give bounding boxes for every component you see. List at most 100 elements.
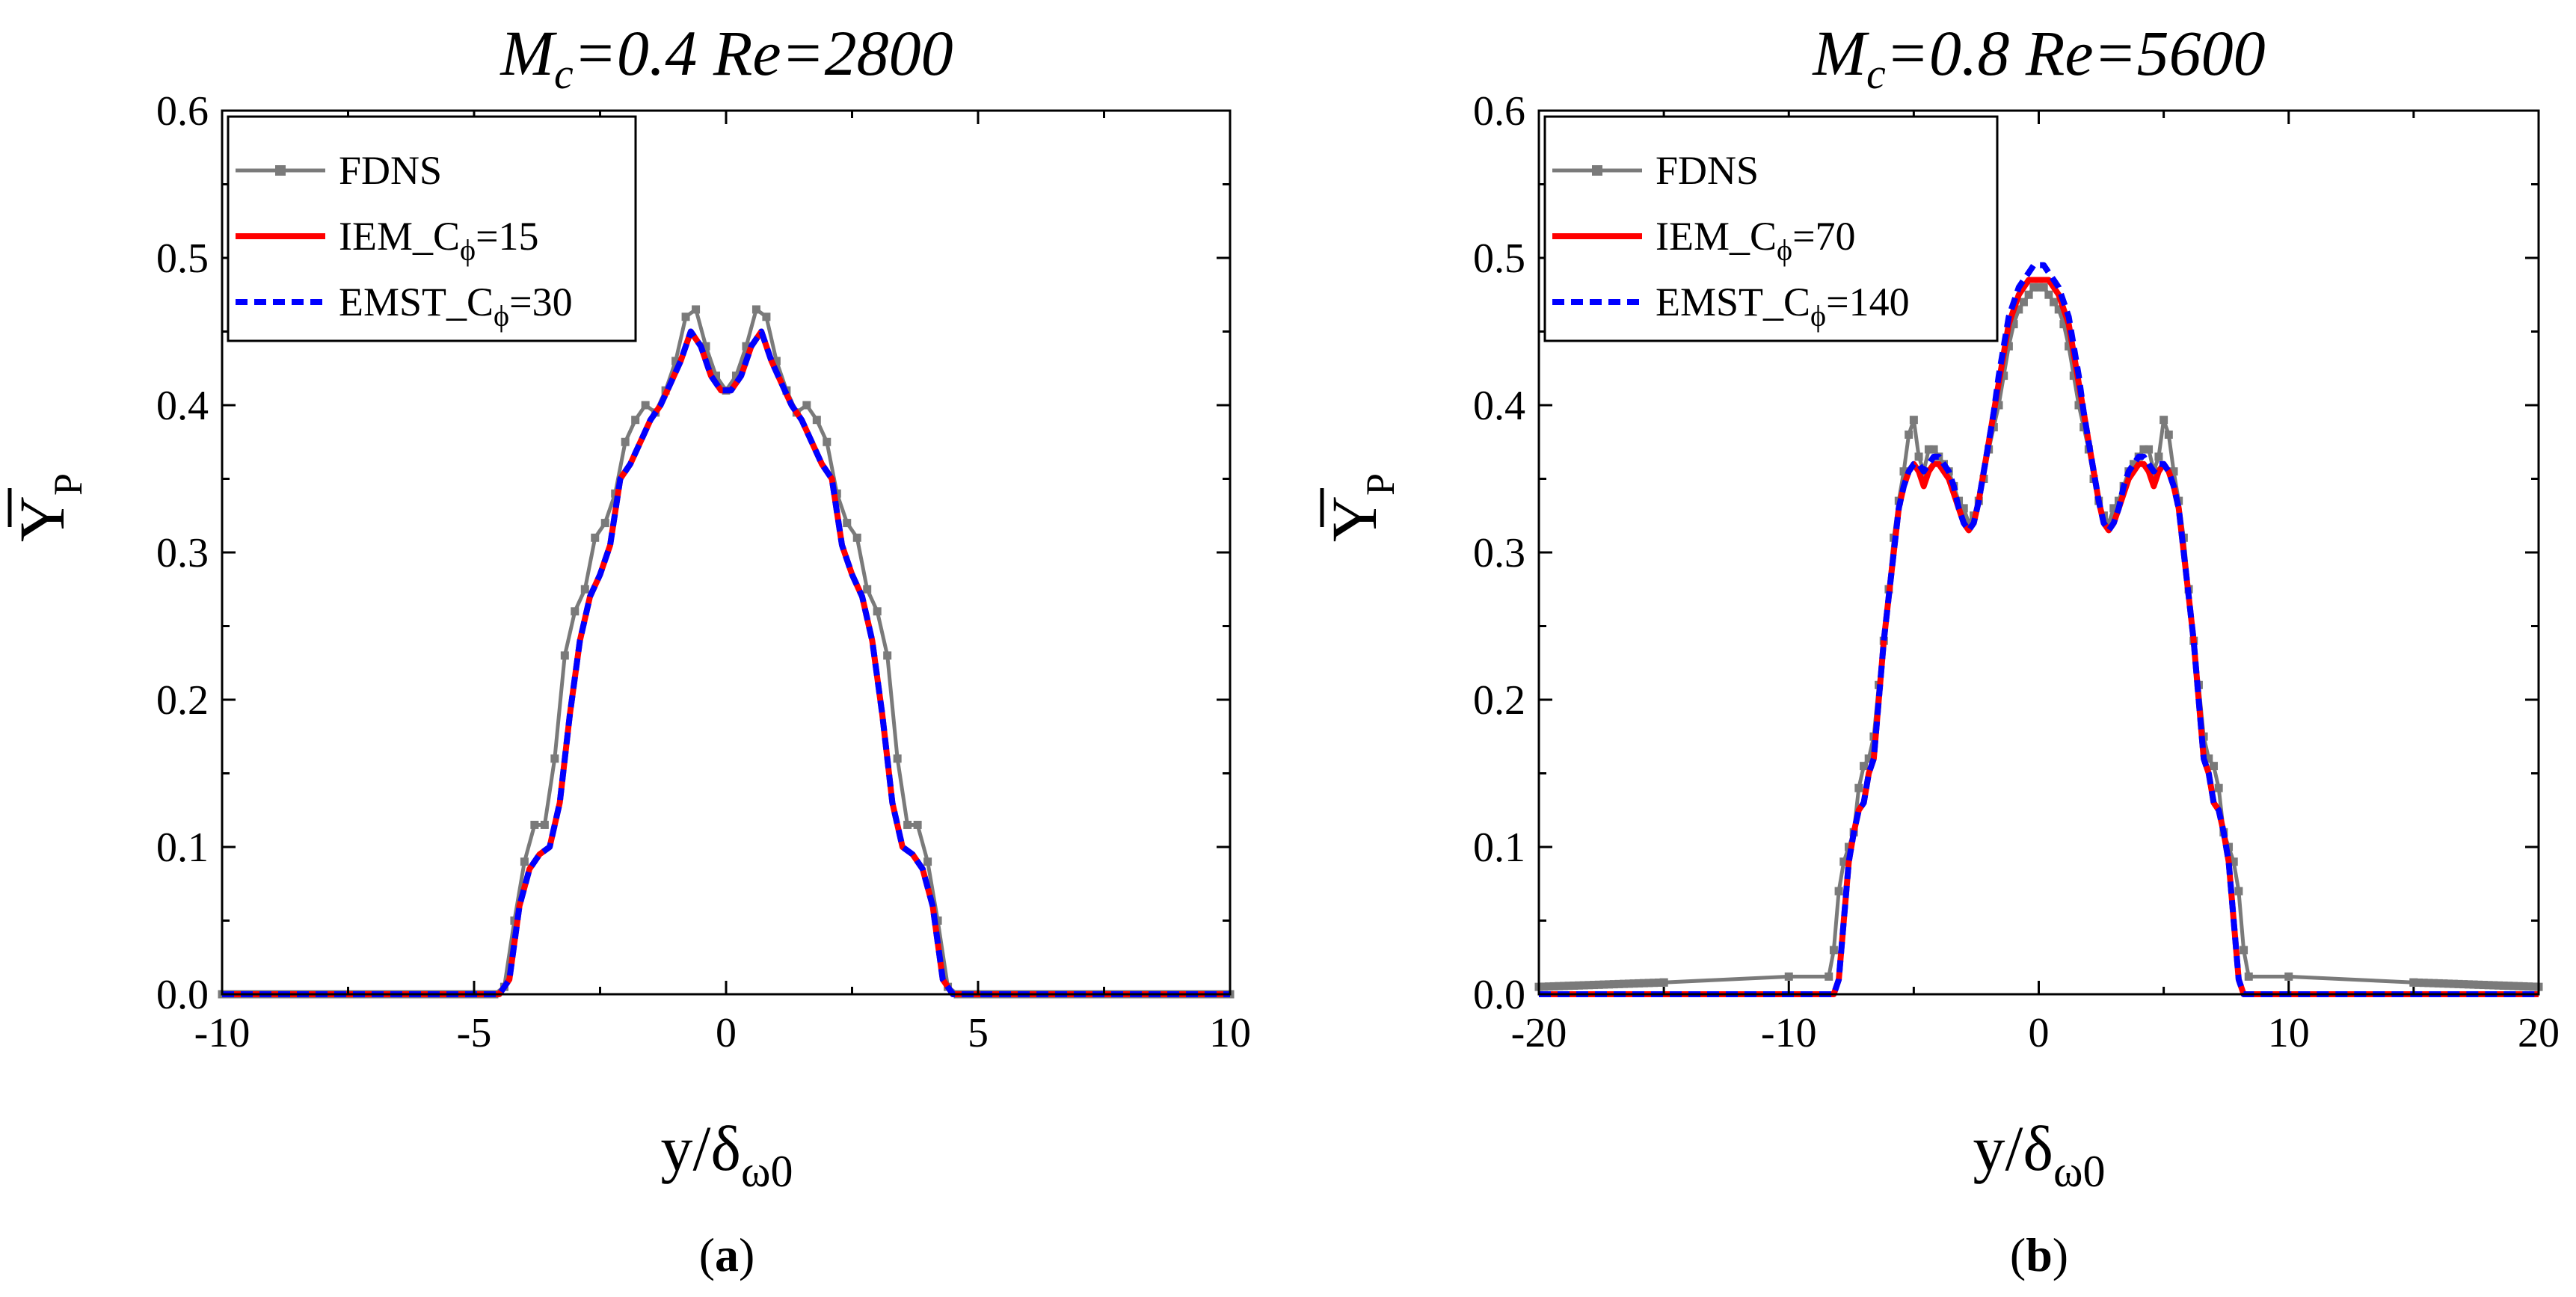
legend-entry: IEM_Cϕ=15	[236, 214, 539, 267]
data-point	[2419, 979, 2428, 988]
x-tick-label: -10	[194, 1010, 250, 1056]
legend-label: FDNS	[339, 148, 442, 193]
panel-paren-close: )	[739, 1228, 754, 1281]
data-point	[2494, 981, 2503, 990]
series-iem	[222, 328, 1230, 997]
title-m: M	[1811, 17, 1869, 89]
series-iem	[1539, 277, 2539, 997]
y-label-text: YP	[6, 473, 90, 542]
data-point	[1834, 887, 1843, 896]
legend-label-main: IEM_C	[1656, 214, 1777, 259]
data-point	[2204, 754, 2213, 763]
legend: FDNS IEM_Cϕ=15 EMST_Cϕ=30	[227, 115, 637, 342]
data-point	[2044, 290, 2053, 299]
data-point	[873, 607, 882, 616]
data-point	[550, 754, 559, 763]
legend-label-suffix: =140	[1826, 280, 1909, 324]
x-axis-label: y/δω0	[661, 1112, 793, 1196]
data-point	[701, 342, 710, 351]
data-point	[2464, 980, 2473, 989]
chart-panel-a: Mc=0.4 Re=2800 -10 -5 0 5 10 0.0 0.1 0.2 0.3 0.4 0.…	[6, 17, 1251, 1281]
data-point	[1639, 979, 1648, 988]
legend-label-main: IEM_C	[339, 214, 460, 259]
legend-marker	[275, 165, 286, 176]
data-point	[2459, 980, 2468, 989]
legend-label-sub: ϕ	[460, 233, 476, 267]
data-point	[2039, 283, 2048, 292]
data-point	[1570, 981, 1579, 990]
data-point	[802, 401, 811, 410]
data-point	[2509, 982, 2518, 991]
panel-paren-open: (	[699, 1228, 715, 1281]
data-point	[2139, 445, 2148, 454]
data-point	[1899, 467, 1908, 476]
panel-letter: b	[2026, 1228, 2053, 1281]
data-point	[1590, 981, 1599, 990]
x-axis-label: y/δω0	[1973, 1112, 2106, 1196]
data-point	[883, 651, 892, 660]
data-point	[2424, 979, 2433, 988]
data-point	[2244, 972, 2253, 981]
data-point	[1909, 416, 1918, 425]
data-point	[2059, 320, 2068, 329]
data-point	[2104, 519, 2113, 528]
data-point	[2409, 978, 2418, 987]
data-point	[2484, 981, 2493, 990]
data-point	[1609, 980, 1618, 989]
data-point	[772, 357, 781, 366]
y-tick-label: 0.4	[156, 383, 209, 429]
legend-label: FDNS	[1656, 148, 1759, 193]
data-point	[1644, 979, 1653, 988]
y-tick-label: 0.1	[1473, 825, 1525, 871]
series-line	[222, 328, 1230, 997]
data-point	[591, 533, 600, 542]
x-tick-label: 5	[968, 1010, 989, 1056]
data-point	[2454, 979, 2463, 988]
legend-label-suffix: =15	[476, 214, 538, 259]
title-rest: =0.4 Re=2800	[574, 17, 953, 89]
data-point	[1549, 982, 1558, 991]
y-tick-label: 0.0	[156, 972, 209, 1018]
legend-entry: IEM_Cϕ=70	[1552, 214, 1856, 267]
legend-entry: FDNS	[236, 148, 442, 193]
y-label-text: YP	[1318, 473, 1403, 542]
data-point	[2109, 504, 2118, 513]
data-point	[1564, 982, 1573, 991]
x-tick-label: 10	[1209, 1010, 1251, 1056]
data-point	[2154, 452, 2163, 461]
data-point	[1559, 982, 1568, 991]
data-point	[812, 416, 821, 425]
data-point	[1860, 762, 1869, 771]
y-axis-label: YP	[6, 473, 90, 542]
series-fdns	[218, 305, 1235, 999]
data-point	[1555, 982, 1564, 991]
data-point	[1829, 946, 1838, 955]
x-label-main: y/δ	[1973, 1112, 2053, 1184]
data-point	[1620, 979, 1629, 988]
data-point	[823, 437, 831, 446]
data-point	[2519, 982, 2528, 991]
data-point	[2164, 430, 2173, 439]
legend-entry: EMST_Cϕ=30	[236, 280, 573, 333]
y-tick-label: 0.3	[156, 530, 209, 576]
data-point	[2524, 982, 2533, 991]
data-point	[762, 312, 771, 321]
data-point	[1544, 982, 1553, 991]
legend-label-suffix: =70	[1792, 214, 1855, 259]
y-tick-label: 0.3	[1473, 530, 1525, 576]
data-point	[1659, 978, 1668, 987]
legend-label: EMST_Cϕ=30	[339, 280, 573, 333]
data-point	[2449, 979, 2458, 988]
x-tick-label: 0	[2029, 1010, 2050, 1056]
data-point	[530, 820, 539, 829]
data-point	[1905, 430, 1913, 439]
y-tick-label: 0.2	[156, 677, 209, 724]
data-point	[843, 519, 852, 528]
data-point	[1635, 979, 1644, 988]
x-label-sub: ω0	[741, 1147, 793, 1196]
data-point	[1594, 980, 1603, 989]
data-point	[641, 401, 650, 410]
legend-label-sub: ϕ	[1810, 299, 1826, 333]
x-tick-label: 10	[2268, 1010, 2310, 1056]
